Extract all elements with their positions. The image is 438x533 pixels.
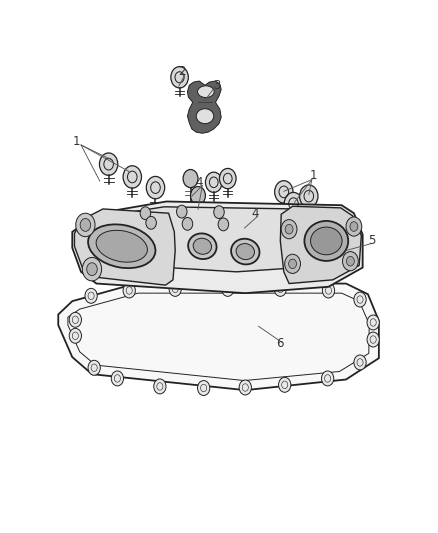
Circle shape [350,222,358,231]
Circle shape [367,332,379,347]
Circle shape [69,312,81,327]
Circle shape [140,207,151,220]
Circle shape [177,205,187,218]
Circle shape [82,257,102,281]
Circle shape [182,217,193,230]
Ellipse shape [188,233,216,259]
Circle shape [111,371,124,386]
Circle shape [76,213,95,237]
Text: 1: 1 [309,169,317,182]
Circle shape [88,360,100,375]
Text: 2: 2 [178,66,186,78]
Ellipse shape [88,224,155,268]
Text: 6: 6 [276,337,284,350]
Text: 3: 3 [213,79,220,92]
Circle shape [169,281,181,296]
Circle shape [198,381,210,395]
Circle shape [239,380,251,395]
Circle shape [183,169,198,188]
Ellipse shape [196,109,214,124]
Circle shape [69,328,81,343]
Polygon shape [58,284,379,390]
Polygon shape [74,209,175,285]
Circle shape [322,283,335,298]
Circle shape [285,254,300,273]
Circle shape [354,292,366,307]
Circle shape [214,206,224,219]
Circle shape [205,172,222,192]
Text: 4: 4 [195,176,203,189]
Ellipse shape [193,238,212,254]
Circle shape [191,187,205,205]
Circle shape [237,207,252,225]
Circle shape [123,283,135,298]
Circle shape [354,355,366,370]
Circle shape [367,315,379,330]
Circle shape [146,216,156,229]
Ellipse shape [311,227,342,255]
Ellipse shape [198,86,214,98]
Circle shape [80,219,91,231]
Circle shape [218,218,229,231]
Circle shape [346,217,362,236]
Circle shape [346,256,354,266]
Ellipse shape [304,221,348,261]
Text: 4: 4 [251,207,259,220]
Circle shape [274,281,286,296]
Text: 1: 1 [73,135,81,148]
Circle shape [99,153,118,175]
Circle shape [87,263,97,276]
Circle shape [285,224,293,234]
Polygon shape [187,81,221,133]
Ellipse shape [236,244,254,260]
Circle shape [85,288,97,303]
Circle shape [275,181,293,203]
Circle shape [343,252,358,271]
Circle shape [219,168,236,189]
Circle shape [279,377,291,392]
Circle shape [289,259,297,269]
Circle shape [281,220,297,239]
Polygon shape [72,201,363,293]
Text: 5: 5 [369,235,376,247]
Circle shape [171,67,188,88]
Circle shape [222,281,234,296]
Circle shape [146,176,165,199]
Ellipse shape [231,239,259,264]
Circle shape [154,379,166,394]
Circle shape [123,166,141,188]
Circle shape [284,192,303,215]
Ellipse shape [96,230,148,262]
Circle shape [321,371,334,386]
Polygon shape [280,206,361,284]
Polygon shape [88,207,345,272]
Circle shape [300,185,318,207]
